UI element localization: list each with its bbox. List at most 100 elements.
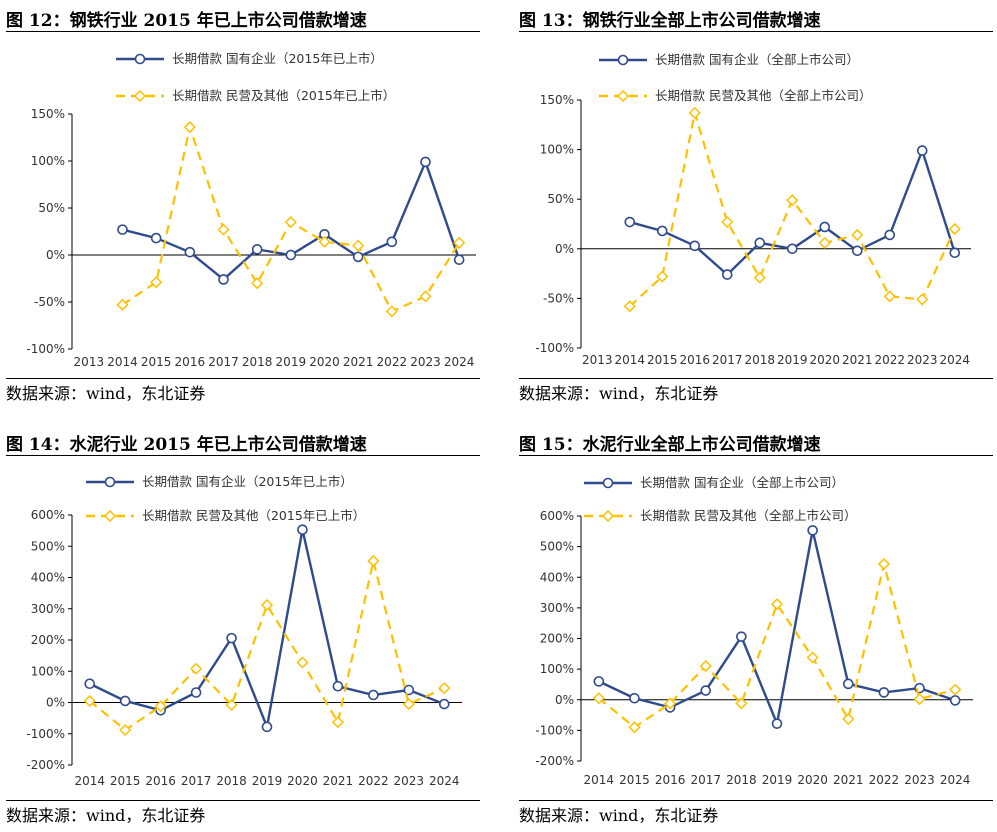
data-point — [754, 237, 766, 249]
data-point — [623, 300, 636, 313]
figure-12-panel: 图 12：钢铁行业 2015 年已上市公司借款增速 -100% -50% 0% 50%… — [6, 6, 480, 406]
x-tick-label: 2019 — [762, 773, 793, 787]
data-point — [419, 290, 432, 303]
data-point — [736, 631, 747, 642]
y-tick-label: 300% — [540, 601, 574, 615]
data-point — [851, 245, 863, 257]
x-tick-label: 2022 — [377, 355, 408, 369]
data-point — [260, 598, 274, 612]
data-point — [628, 721, 641, 734]
y-tick-label: 400% — [31, 571, 65, 585]
x-tick-label: 2017 — [690, 773, 721, 787]
data-point — [913, 693, 926, 706]
x-tick-label: 2015 — [110, 774, 141, 788]
y-tick-label: 150% — [31, 107, 65, 121]
source-rule — [519, 378, 993, 379]
data-point — [331, 716, 344, 729]
data-point — [819, 221, 831, 233]
x-tick-label: 2016 — [175, 355, 206, 369]
data-point — [883, 290, 896, 303]
legend-label: 长期借款 国有企业（全部上市公司） — [640, 475, 844, 490]
data-point — [154, 700, 167, 713]
data-point — [119, 723, 132, 737]
data-point — [134, 53, 146, 65]
x-tick-label: 2020 — [797, 773, 828, 787]
y-tick-label: 100% — [31, 664, 65, 678]
title-rule — [6, 31, 480, 32]
data-point — [116, 298, 129, 311]
legend-label: 长期借款 民营及其他（2015年已上市） — [172, 88, 395, 103]
y-tick-label: -100% — [26, 727, 65, 741]
data-point — [593, 676, 605, 687]
data-point — [786, 243, 798, 255]
y-tick-label: -50% — [34, 295, 65, 309]
data-point — [217, 223, 230, 236]
x-tick-label: 2023 — [904, 773, 935, 787]
legend-label: 长期借款 民营及其他（全部上市公司） — [640, 508, 856, 523]
data-point — [753, 271, 766, 284]
x-tick-label: 2021 — [343, 355, 374, 369]
data-point — [786, 194, 799, 207]
x-tick-label: 2020 — [309, 355, 340, 369]
y-tick-label: 0% — [46, 248, 65, 262]
x-tick-label: 2024 — [444, 355, 475, 369]
y-tick-label: 150% — [540, 93, 574, 107]
x-tick-label: 2019 — [276, 355, 307, 369]
source-rule — [6, 800, 480, 801]
series-line-state — [598, 530, 956, 728]
x-tick-label: 2014 — [74, 774, 105, 788]
x-tick-label: 2022 — [869, 773, 900, 787]
x-tick-label: 2014 — [107, 355, 138, 369]
data-point — [438, 682, 451, 695]
x-tick-label: 2020 — [809, 353, 840, 367]
data-point — [842, 712, 855, 726]
data-point — [616, 89, 630, 103]
data-point — [226, 632, 237, 644]
x-tick-label: 2019 — [777, 353, 808, 367]
y-tick-label: 200% — [31, 633, 65, 647]
data-point — [420, 156, 431, 168]
data-point — [402, 698, 415, 711]
data-point — [601, 509, 615, 523]
x-tick-label: 2016 — [655, 773, 686, 787]
x-tick-label: 2018 — [726, 773, 757, 787]
y-tick-label: 100% — [540, 662, 574, 676]
y-tick-label: 600% — [540, 509, 574, 523]
data-point — [806, 651, 819, 664]
y-tick-label: 500% — [31, 539, 65, 553]
data-point — [453, 236, 466, 249]
line-chart: -100%-50%0%50%100%150%2013 2014 2015 2016 20… — [535, 52, 971, 367]
data-point — [656, 225, 668, 237]
data-source: 数据来源：wind，东北证券 — [519, 806, 719, 825]
x-tick-label: 2023 — [907, 353, 938, 367]
data-point — [884, 229, 896, 241]
y-tick-label: 0% — [555, 242, 574, 256]
figure-14-panel: 图 14：水泥行业 2015 年已上市公司借款增速 -200% -100% 0% 10… — [6, 430, 480, 830]
data-point — [438, 698, 450, 710]
figure-title: 图 13：钢铁行业全部上市公司借款增速 — [519, 11, 821, 31]
data-point — [368, 689, 379, 701]
data-point — [297, 524, 308, 535]
data-point — [367, 554, 380, 567]
x-tick-label: 2021 — [323, 774, 354, 788]
data-point — [916, 293, 929, 306]
x-tick-label: 2024 — [940, 773, 971, 787]
data-point — [83, 694, 96, 707]
data-point — [251, 277, 264, 290]
data-point — [352, 239, 365, 252]
data-point — [453, 254, 465, 265]
data-point — [190, 662, 203, 675]
data-point — [689, 240, 701, 252]
data-point — [916, 145, 928, 156]
y-tick-label: 0% — [46, 696, 65, 710]
y-tick-label: 100% — [540, 143, 574, 157]
data-point — [225, 698, 238, 712]
data-point — [699, 660, 712, 673]
data-point — [119, 695, 131, 707]
x-tick-label: 2018 — [242, 355, 273, 369]
y-tick-label: -200% — [26, 758, 65, 772]
y-tick-label: 200% — [540, 632, 574, 646]
series-line-private — [629, 112, 956, 308]
legend-label: 长期借款 国有企业（2015年已上市） — [142, 474, 353, 489]
x-tick-label: 2024 — [429, 774, 460, 788]
